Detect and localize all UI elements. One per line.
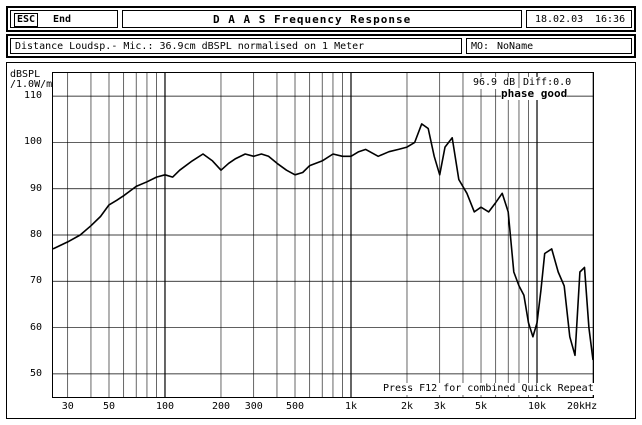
- footer-note: Press F12 for combined Quick Repeat: [383, 383, 594, 395]
- mo-cell: MO: NoName: [466, 38, 632, 54]
- end-label: End: [53, 14, 72, 25]
- mo-value: NoName: [497, 41, 534, 52]
- mo-label: MO:: [471, 41, 490, 52]
- x-tick-label: 200: [211, 401, 230, 412]
- y-tick-label: 80: [29, 229, 42, 240]
- x-tick-label: 50: [102, 401, 115, 412]
- datetime-cell: 18.02.03 16:36: [526, 10, 632, 28]
- y-tick-label: 60: [29, 321, 42, 333]
- x-tick-label: 30: [61, 401, 74, 412]
- x-tick-label: 1k: [344, 401, 357, 412]
- y-tick-label: 100: [23, 136, 42, 148]
- x-tick-label: 20kHz: [567, 401, 598, 412]
- frequency-response-chart: [53, 73, 593, 397]
- y-tick-label: 110: [23, 90, 42, 102]
- header-bar: ESC End D A A S Frequency Response 18.02…: [6, 6, 636, 32]
- x-tick-label: 300: [244, 401, 263, 412]
- info-bar: Distance Loudsp.- Mic.: 36.9cm dBSPL nor…: [6, 34, 636, 58]
- measurement-description: Distance Loudsp.- Mic.: 36.9cm dBSPL nor…: [15, 41, 365, 52]
- x-tick-label: 500: [285, 401, 305, 412]
- frequency-response-line: [53, 123, 593, 361]
- plot-area: 96.9 dB Diff:0.0 phase good Press F12 fo…: [52, 72, 594, 398]
- x-tick-label: 3k: [433, 401, 446, 412]
- diff-annotation: Diff:0.0: [523, 77, 572, 89]
- y-tick-label: 70: [29, 275, 42, 287]
- x-tick-label: 10k: [527, 401, 547, 412]
- chart-frame: [6, 62, 636, 419]
- description-cell: Distance Loudsp.- Mic.: 36.9cm dBSPL nor…: [10, 38, 462, 54]
- y-axis-label: dBSPL /1.0W/m: [10, 69, 53, 90]
- y-tick-label: 50: [29, 367, 42, 379]
- x-tick-label: 5k: [474, 401, 488, 412]
- date-text: 18.02.03: [535, 14, 584, 25]
- level-annotation: 96.9 dB: [473, 77, 516, 89]
- time-text: 16:36: [595, 14, 626, 25]
- x-tick-label: 2k: [400, 401, 413, 412]
- phase-annotation: phase good: [501, 87, 568, 100]
- window-title: D A A S Frequency Response: [213, 13, 412, 26]
- esc-end-cell[interactable]: ESC End: [10, 10, 118, 28]
- x-tick-label: 100: [155, 401, 175, 412]
- esc-key-label: ESC: [14, 13, 39, 27]
- title-cell: D A A S Frequency Response: [122, 10, 522, 28]
- y-tick-label: 90: [29, 182, 42, 194]
